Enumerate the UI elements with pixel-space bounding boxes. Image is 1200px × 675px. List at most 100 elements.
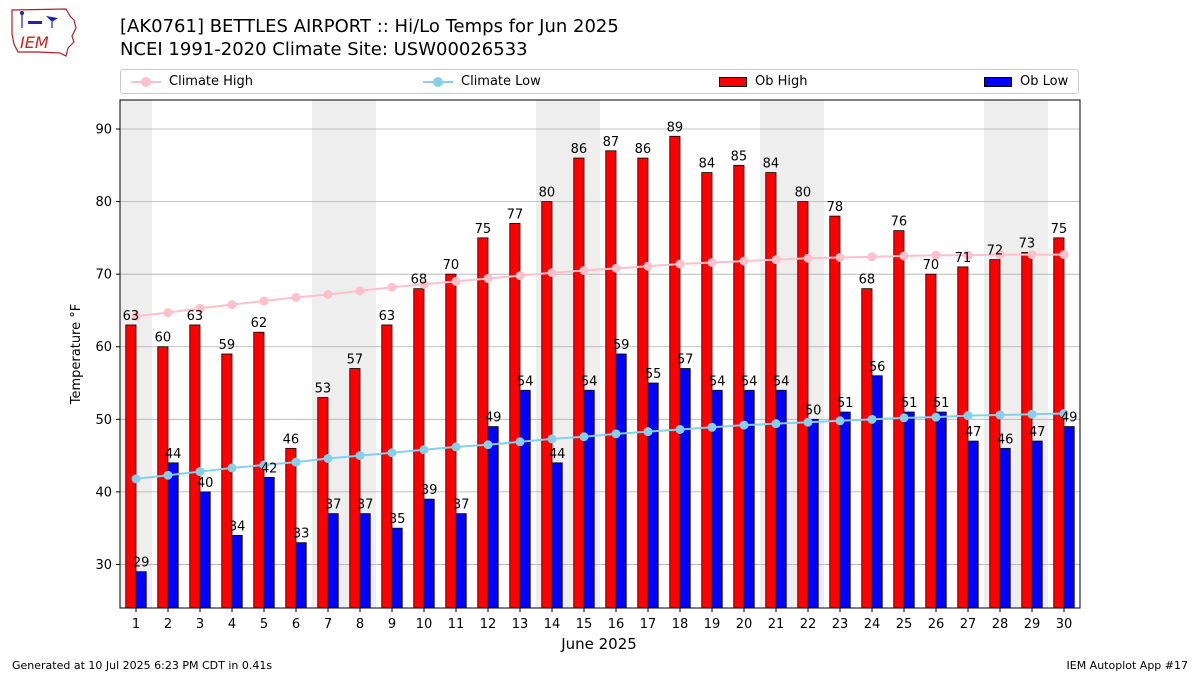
- climate-high-point: [163, 308, 173, 318]
- chart-title: [AK0761] BETTLES AIRPORT :: Hi/Lo Temps …: [120, 16, 619, 37]
- climate-high-point: [899, 251, 909, 261]
- y-axis-label: Temperature °F: [69, 304, 84, 405]
- climate-low-line: [135, 412, 1065, 480]
- ob-low-bar: [903, 411, 915, 609]
- ob-high-label: 76: [891, 215, 908, 230]
- ob-low-label: 54: [773, 374, 790, 389]
- x-tick-label-26: 26: [928, 617, 945, 632]
- ob-high-bar: [669, 135, 681, 609]
- ob-high-label: 80: [539, 186, 556, 201]
- ob-low-bar: [551, 462, 563, 609]
- ob-high-bar: [349, 368, 361, 609]
- ob-low-bar: [167, 462, 179, 609]
- ob-low-swatch: [984, 76, 1012, 87]
- y-tick-label-50: 50: [95, 413, 112, 428]
- ob-high-bar: [765, 172, 777, 609]
- ob-high-label: 62: [251, 316, 268, 331]
- ob-low-label: 51: [837, 396, 854, 411]
- ob-high-label: 85: [731, 149, 748, 164]
- ob-high-label: 73: [1019, 236, 1036, 251]
- ob-low-bar: [935, 411, 947, 609]
- ob-low-bar: [359, 513, 371, 609]
- climate-high-point: [419, 279, 429, 289]
- climate-low-point: [1059, 409, 1069, 419]
- ob-low-label: 47: [1029, 425, 1046, 440]
- x-tick-label-9: 9: [388, 617, 396, 632]
- ob-high-label: 86: [571, 142, 588, 157]
- climate-low-point: [387, 448, 397, 458]
- climate-low-point: [579, 432, 589, 442]
- ob-high-bar: [445, 273, 457, 609]
- ob-low-label: 59: [613, 338, 630, 353]
- x-tick-label-23: 23: [832, 617, 849, 632]
- x-tick-label-8: 8: [356, 617, 364, 632]
- x-tick-label-16: 16: [608, 617, 625, 632]
- climate-high-point: [771, 255, 781, 265]
- climate-high-point: [963, 250, 973, 260]
- climate-high-point: [867, 252, 877, 262]
- ob-high-label: 68: [859, 273, 876, 288]
- climate-high-point: [995, 250, 1005, 260]
- climate-high-point: [675, 259, 685, 269]
- legend-label-climate-low: Climate Low: [461, 74, 541, 89]
- x-tick-label-20: 20: [736, 617, 753, 632]
- ob-high-label: 59: [219, 338, 236, 353]
- y-tick-label-30: 30: [95, 558, 112, 573]
- logo-text: IEM: [20, 33, 49, 52]
- ob-high-label: 77: [507, 207, 524, 222]
- climate-high-point: [931, 250, 941, 260]
- y-tick-label-90: 90: [95, 123, 112, 138]
- ob-high-label: 71: [955, 251, 972, 266]
- ob-low-label: 57: [677, 353, 694, 368]
- legend-label-climate-high: Climate High: [169, 74, 254, 89]
- climate-high-point: [1027, 250, 1037, 260]
- ob-high-label: 89: [667, 120, 684, 135]
- ob-low-label: 49: [1061, 411, 1078, 426]
- ob-low-label: 54: [517, 374, 534, 389]
- climate-high-point: [291, 292, 301, 302]
- x-tick-label-25: 25: [896, 617, 913, 632]
- x-tick-label-30: 30: [1056, 617, 1073, 632]
- ob-low-bar: [615, 353, 627, 609]
- x-tick-label-10: 10: [416, 617, 433, 632]
- ob-low-label: 29: [133, 556, 150, 571]
- climate-low-point: [803, 417, 813, 427]
- x-tick-label-14: 14: [544, 617, 561, 632]
- climate-low-point: [963, 411, 973, 421]
- climate-low-point: [611, 429, 621, 439]
- ob-high-label: 60: [155, 331, 172, 346]
- ob-high-bar: [221, 353, 233, 609]
- ob-low-bar: [647, 382, 659, 609]
- ob-high-label: 70: [923, 258, 940, 273]
- climate-low-point: [323, 454, 333, 464]
- ob-low-bar: [711, 389, 723, 609]
- x-tick-label-28: 28: [992, 617, 1009, 632]
- ob-high-label: 87: [603, 135, 620, 150]
- x-tick-label-11: 11: [448, 617, 465, 632]
- ob-low-bar: [679, 368, 691, 609]
- x-tick-label-29: 29: [1024, 617, 1041, 632]
- climate-low-point: [771, 419, 781, 429]
- ob-low-bar: [583, 389, 595, 609]
- ob-high-label: 75: [1051, 222, 1068, 237]
- ob-low-bar: [807, 418, 819, 609]
- climate-high-line: [135, 253, 1064, 318]
- ob-low-label: 50: [805, 403, 822, 418]
- climate-high-point: [803, 253, 813, 263]
- ob-high-label: 75: [475, 222, 492, 237]
- ob-low-label: 44: [549, 447, 566, 462]
- ob-low-label: 35: [389, 512, 406, 527]
- ob-low-bar: [967, 440, 979, 609]
- ob-low-bar: [519, 389, 531, 609]
- x-tick-label-27: 27: [960, 617, 977, 632]
- ob-high-label: 68: [411, 273, 428, 288]
- ob-high-label: 84: [763, 157, 780, 172]
- legend-label-ob-high: Ob High: [755, 74, 808, 89]
- ob-low-label: 46: [997, 432, 1014, 447]
- ob-low-bar: [871, 375, 883, 609]
- legend-item-climate-low: Climate Low: [423, 70, 541, 93]
- ob-low-bar: [455, 513, 467, 609]
- climate-low-point: [355, 451, 365, 461]
- x-tick-label-2: 2: [164, 617, 172, 632]
